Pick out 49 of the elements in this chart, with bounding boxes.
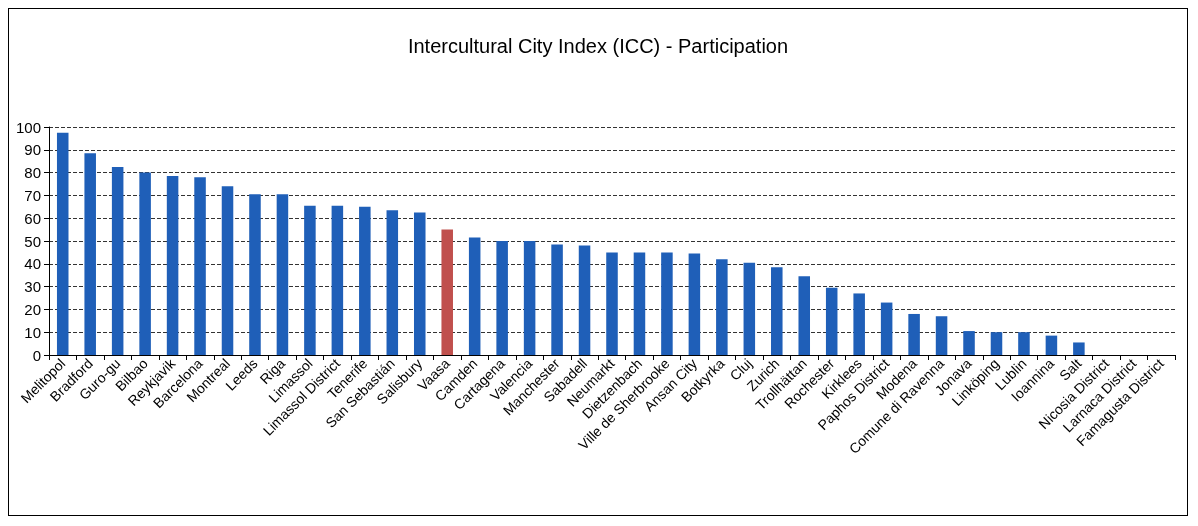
bar [359, 206, 371, 355]
bar [578, 245, 591, 355]
bar [111, 166, 124, 355]
y-tick-label: 100 [15, 118, 41, 136]
y-tick-label: 80 [24, 164, 41, 182]
bar [331, 205, 344, 355]
bar [523, 241, 536, 355]
bar [1018, 332, 1030, 355]
bar [743, 262, 756, 355]
bar [606, 252, 618, 355]
bar [908, 313, 920, 355]
bar [276, 194, 289, 355]
bar [166, 176, 179, 355]
bar [441, 229, 453, 355]
bar [468, 237, 481, 355]
bar [249, 194, 261, 355]
y-tick-label: 90 [24, 141, 41, 159]
bar [853, 293, 865, 355]
bar [84, 153, 96, 355]
bar [551, 244, 563, 355]
bar [935, 316, 948, 355]
bar [1073, 342, 1085, 355]
bar [716, 259, 728, 355]
bar [661, 252, 673, 355]
chart-title: Intercultural City Index (ICC) - Participation [407, 35, 789, 57]
bar [771, 267, 783, 355]
bar [1045, 335, 1058, 355]
y-tick-label: 60 [24, 209, 41, 227]
bar [688, 253, 701, 355]
y-tick-label: 20 [24, 300, 41, 318]
y-tick-label: 30 [24, 278, 41, 296]
bar [496, 241, 508, 355]
bar [386, 210, 399, 355]
bar [413, 212, 426, 355]
bar [825, 287, 838, 355]
bar [880, 302, 893, 355]
bar [990, 332, 1003, 355]
bar [304, 205, 316, 355]
y-tick-label: 10 [24, 323, 41, 341]
bar [194, 177, 206, 355]
y-tick-label: 70 [24, 186, 41, 204]
y-tick-label: 50 [24, 232, 41, 250]
bar [798, 276, 811, 355]
y-tick-label: 40 [24, 255, 41, 273]
bar [963, 331, 975, 355]
bar [56, 132, 69, 355]
bar [633, 252, 646, 355]
bar [221, 186, 234, 355]
bar [139, 172, 151, 355]
